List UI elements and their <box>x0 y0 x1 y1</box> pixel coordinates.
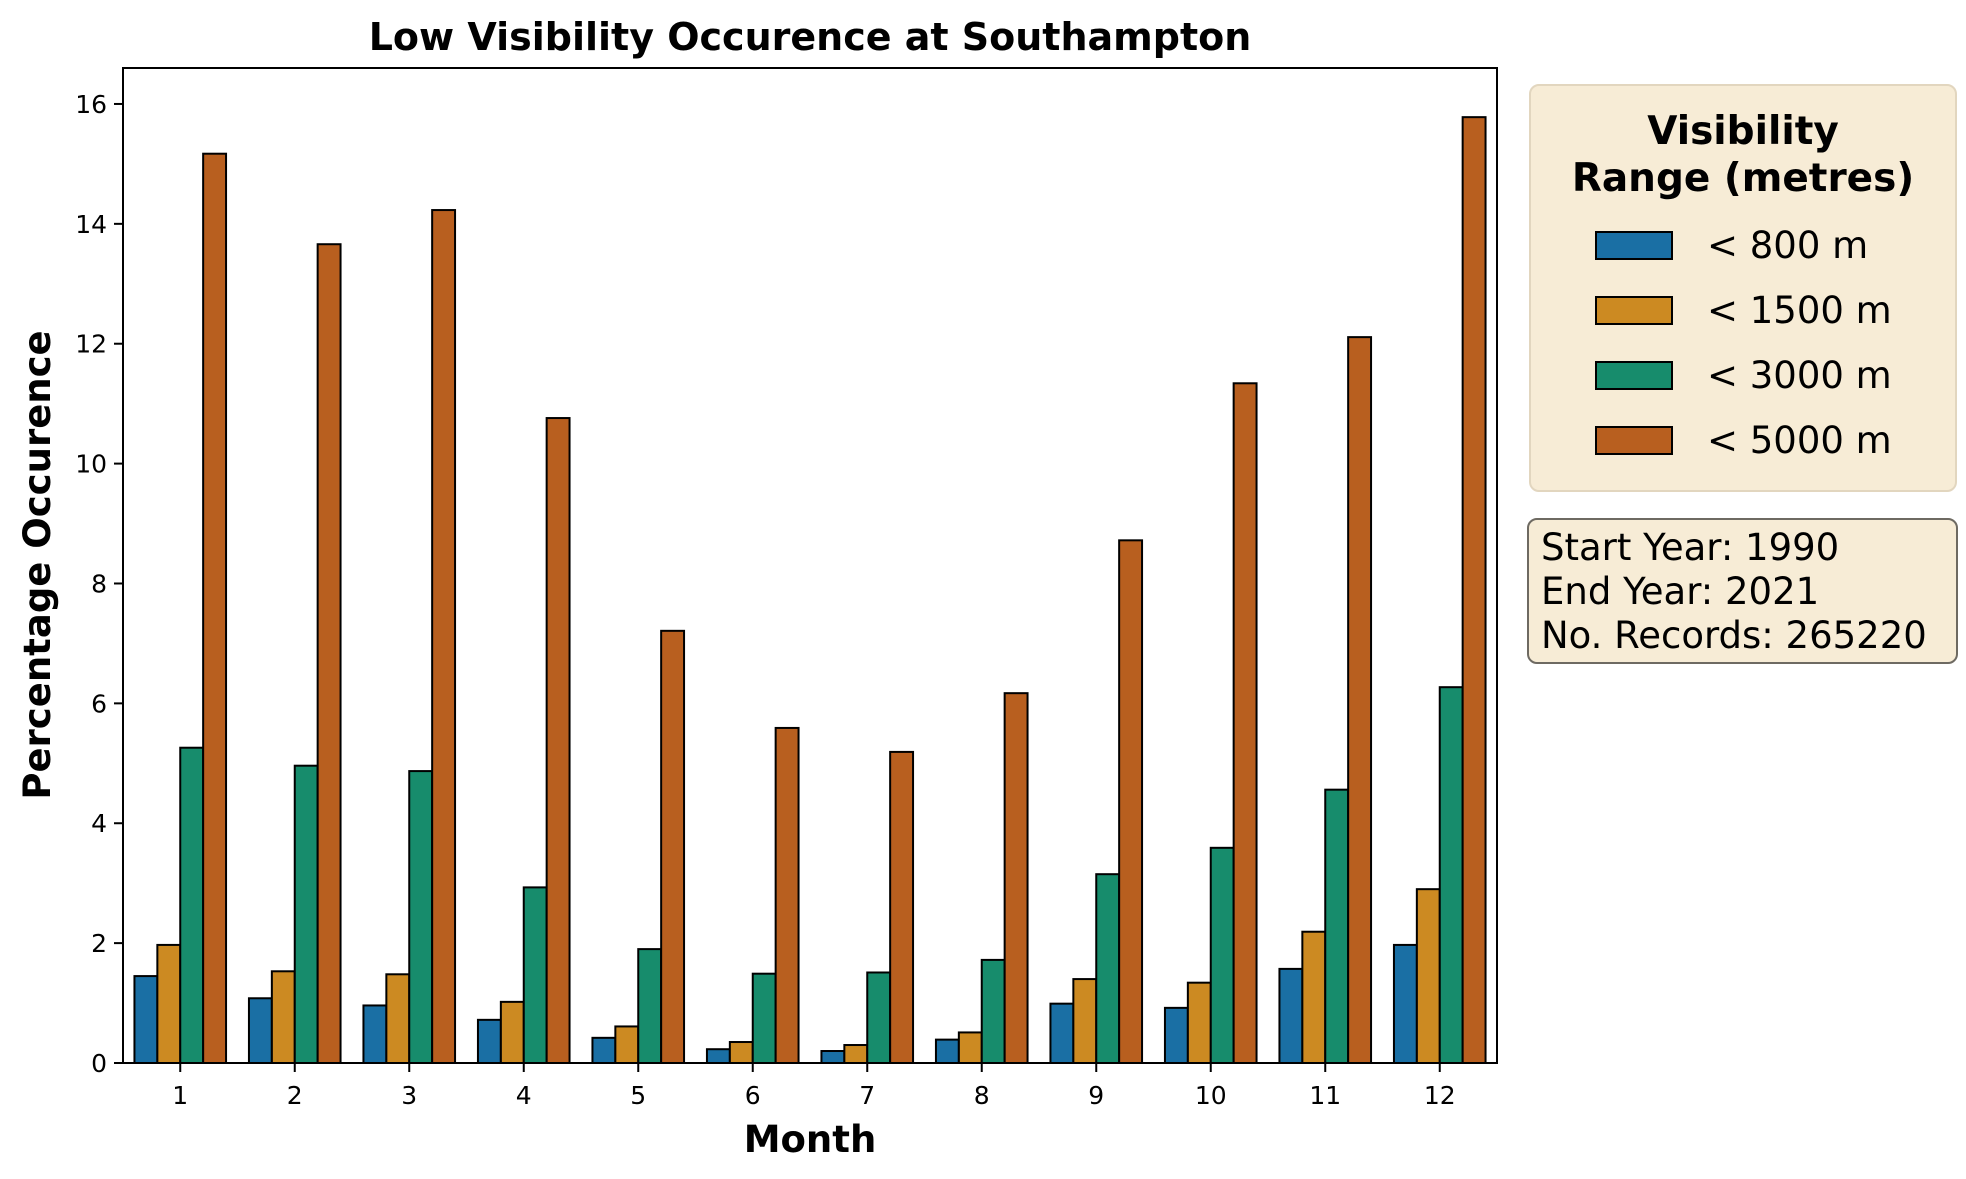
x-tick-label: 2 <box>287 1081 303 1110</box>
y-axis-ticks: 0 2 4 6 8 10 12 14 16 <box>75 90 123 1078</box>
bar-month-6-series-1 <box>705 1048 731 1064</box>
x-tick-label: 3 <box>401 1081 417 1110</box>
info-box: Start Year: 1990 End Year: 2021 No. Reco… <box>1527 518 1958 664</box>
x-tick-label: 8 <box>974 1081 990 1110</box>
legend: Visibility Range (metres) < 800 m < 1500… <box>1529 84 1957 492</box>
bar-month-9-series-2 <box>1072 978 1098 1065</box>
y-tick-label: 14 <box>75 210 107 239</box>
x-tick-label: 5 <box>630 1081 646 1110</box>
bar-month-5-series-4 <box>660 629 686 1065</box>
bar-month-10-series-4 <box>1232 382 1258 1064</box>
bar-month-7-series-1 <box>820 1050 846 1065</box>
bar-month-1-series-2 <box>156 943 182 1064</box>
y-tick-label: 10 <box>75 450 107 479</box>
bar-month-11-series-3 <box>1324 788 1350 1064</box>
y-tick-label: 8 <box>91 569 107 598</box>
x-axis-label: Month <box>744 1118 877 1161</box>
bar-month-6-series-3 <box>751 972 777 1064</box>
y-tick-label: 0 <box>91 1049 107 1078</box>
x-tick-label: 11 <box>1309 1081 1341 1110</box>
legend-swatch-800 <box>1595 231 1673 260</box>
bar-month-4-series-4 <box>545 417 571 1064</box>
bar-month-2-series-1 <box>247 997 273 1065</box>
y-tick-label: 4 <box>91 809 107 838</box>
legend-label-3000: < 3000 m <box>1707 354 1892 397</box>
legend-label-800: < 800 m <box>1707 224 1869 267</box>
bar-month-10-series-2 <box>1186 981 1212 1064</box>
x-tick-label: 10 <box>1195 1081 1227 1110</box>
bar-month-11-series-4 <box>1347 336 1373 1064</box>
bar-month-1-series-4 <box>202 152 228 1064</box>
legend-label-5000: < 5000 m <box>1707 419 1892 462</box>
bar-month-11-series-2 <box>1301 930 1327 1064</box>
x-tick-label: 7 <box>859 1081 875 1110</box>
bar-month-4-series-1 <box>476 1018 502 1065</box>
legend-title-line-1: Visibility <box>1647 109 1839 154</box>
bar-month-9-series-1 <box>1049 1002 1075 1064</box>
bar-month-3-series-3 <box>408 770 434 1065</box>
y-tick-label: 2 <box>91 929 107 958</box>
legend-title: Visibility Range (metres) <box>1531 108 1955 202</box>
bar-month-8-series-1 <box>934 1038 960 1064</box>
bar-month-12-series-1 <box>1392 943 1418 1064</box>
x-tick-label: 12 <box>1424 1081 1456 1110</box>
bar-month-6-series-2 <box>728 1041 754 1065</box>
bar-month-12-series-3 <box>1438 686 1464 1064</box>
bar-month-7-series-4 <box>889 750 915 1064</box>
bar-month-6-series-4 <box>774 726 800 1064</box>
bar-month-12-series-4 <box>1461 116 1487 1064</box>
bar-month-7-series-2 <box>843 1044 869 1065</box>
bar-month-7-series-3 <box>866 971 892 1064</box>
bar-month-3-series-1 <box>362 1004 388 1065</box>
bar-month-10-series-3 <box>1209 846 1235 1064</box>
legend-swatch-3000 <box>1595 361 1673 390</box>
bar-month-12-series-2 <box>1415 888 1441 1064</box>
bar-month-1-series-3 <box>179 746 205 1064</box>
start-year-text: Start Year: 1990 <box>1541 526 1840 569</box>
bar-month-1-series-1 <box>133 975 159 1065</box>
record-count-text: No. Records: 265220 <box>1541 614 1927 657</box>
bar-month-9-series-3 <box>1095 873 1121 1064</box>
end-year-text: End Year: 2021 <box>1541 570 1820 613</box>
bar-month-9-series-4 <box>1118 539 1144 1064</box>
bar-month-8-series-3 <box>980 958 1006 1065</box>
bar-month-10-series-1 <box>1163 1006 1189 1064</box>
bar-month-4-series-2 <box>499 1000 525 1064</box>
y-tick-label: 12 <box>75 330 107 359</box>
bar-month-8-series-2 <box>957 1031 983 1065</box>
y-tick-label: 16 <box>75 90 107 119</box>
bar-month-11-series-1 <box>1278 967 1304 1065</box>
bar-month-2-series-3 <box>293 764 319 1064</box>
bar-month-3-series-4 <box>431 209 457 1064</box>
legend-swatch-1500 <box>1595 296 1673 325</box>
bar-month-5-series-2 <box>614 1025 640 1064</box>
y-tick-label: 6 <box>91 689 107 718</box>
legend-swatch-5000 <box>1595 426 1673 455</box>
y-axis-label: Percentage Occurence <box>16 330 59 799</box>
bar-month-2-series-4 <box>316 243 342 1065</box>
legend-label-1500: < 1500 m <box>1707 289 1892 332</box>
legend-title-line-2: Range (metres) <box>1571 156 1915 201</box>
x-tick-label: 1 <box>172 1081 188 1110</box>
bar-month-5-series-1 <box>591 1036 617 1064</box>
x-tick-label: 9 <box>1088 1081 1104 1110</box>
chart-title: Low Visibility Occurence at Southampton <box>369 15 1252 59</box>
x-tick-label: 6 <box>745 1081 761 1110</box>
plot-frame <box>122 67 1498 1064</box>
bar-month-5-series-3 <box>637 948 663 1064</box>
bar-month-3-series-2 <box>385 973 411 1064</box>
x-tick-label: 4 <box>516 1081 532 1110</box>
bar-month-2-series-2 <box>270 970 296 1064</box>
bars-group <box>133 116 1487 1065</box>
bar-month-8-series-4 <box>1003 692 1029 1064</box>
x-axis-ticks: 1 2 3 4 5 6 7 8 9 10 11 12 <box>172 1063 1456 1110</box>
bar-month-4-series-3 <box>522 886 548 1064</box>
